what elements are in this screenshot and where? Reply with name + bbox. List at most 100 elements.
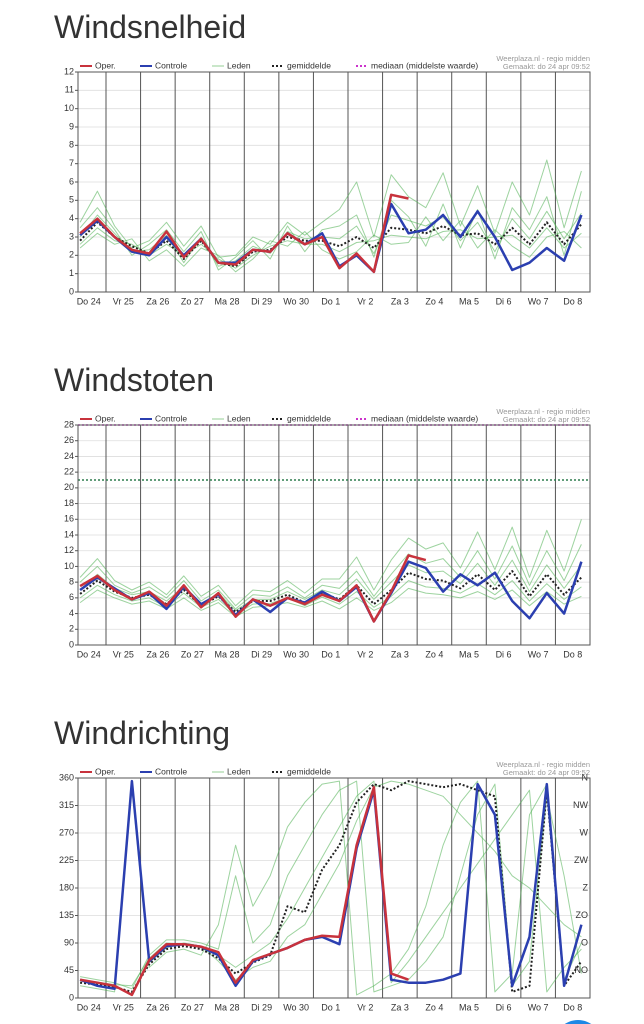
y-tick-label: 3 — [69, 231, 74, 241]
x-tick-label: Wo 7 — [528, 1002, 549, 1012]
legend-label: Oper. — [95, 766, 116, 776]
legend-label: Leden — [227, 60, 251, 70]
x-tick-label: Zo 4 — [425, 649, 443, 659]
y-tick-label: 10 — [64, 561, 74, 571]
x-tick-label: Zo 27 — [181, 296, 204, 306]
x-tick-label: Do 24 — [77, 296, 101, 306]
legend-label: gemiddelde — [287, 413, 331, 423]
x-tick-label: Di 29 — [251, 649, 272, 659]
y2-tick-label: ZW — [574, 855, 588, 865]
legend-label: Leden — [227, 413, 251, 423]
member-line — [79, 159, 582, 258]
credit: Weerplaza.nl - regio midden — [496, 407, 590, 416]
member-line — [80, 780, 582, 993]
y-tick-label: 0 — [69, 992, 74, 1002]
legend-label: mediaan (middelste waarde) — [371, 60, 478, 70]
chart: Windsnelheid Weerplaza.nl - regio middenG… — [54, 9, 591, 306]
y-tick-label: 26 — [64, 435, 74, 445]
y-tick-label: 9 — [69, 121, 74, 131]
credit: Weerplaza.nl - regio midden — [496, 760, 590, 769]
chart: Windstoten Weerplaza.nl - regio middenGem… — [54, 362, 591, 659]
y2-tick-label: O — [581, 937, 588, 947]
x-tick-label: Vr 2 — [357, 649, 373, 659]
x-tick-label: Wo 7 — [528, 649, 549, 659]
x-tick-label: Vr 2 — [357, 296, 373, 306]
lines — [79, 779, 583, 997]
legend-label: gemiddelde — [287, 766, 331, 776]
x-tick-label: Do 1 — [321, 296, 340, 306]
y-tick-label: 12 — [64, 66, 74, 76]
series-line — [79, 202, 583, 274]
y-tick-label: 10 — [64, 103, 74, 113]
chart: Windrichting Weerplaza.nl - regio middenG… — [54, 715, 591, 1012]
y-tick-label: 16 — [64, 514, 74, 524]
x-tick-label: Di 6 — [496, 296, 512, 306]
y2-tick-label: W — [580, 827, 589, 837]
y-tick-label: 8 — [69, 577, 74, 587]
member-line — [79, 210, 582, 267]
x-tick-label: Vr 25 — [113, 649, 134, 659]
legend-label: gemiddelde — [287, 60, 331, 70]
x-tick-label: Do 1 — [321, 1002, 340, 1012]
y-tick-label: 5 — [69, 195, 74, 205]
y-tick-label: 0 — [69, 286, 74, 296]
y-tick-label: 28 — [64, 419, 74, 429]
y-tick-label: 4 — [69, 213, 74, 223]
credit: Weerplaza.nl - regio midden — [496, 54, 590, 63]
y-tick-label: 135 — [59, 910, 74, 920]
y-tick-label: 0 — [69, 639, 74, 649]
member-line — [79, 544, 582, 610]
x-tick-label: Vr 25 — [113, 1002, 134, 1012]
x-tick-label: Ma 5 — [459, 1002, 479, 1012]
y2-tick-label: NO — [575, 965, 589, 975]
y-tick-label: 22 — [64, 467, 74, 477]
y-tick-label: 180 — [59, 882, 74, 892]
x-tick-label: Do 8 — [563, 296, 582, 306]
y-tick-label: 6 — [69, 592, 74, 602]
legend-label: mediaan (middelste waarde) — [371, 413, 478, 423]
x-tick-label: Wo 30 — [283, 649, 309, 659]
x-tick-label: Di 6 — [496, 1002, 512, 1012]
y-tick-label: 6 — [69, 176, 74, 186]
member-line — [80, 780, 582, 996]
x-tick-label: Do 8 — [563, 649, 582, 659]
y-tick-label: 4 — [69, 608, 74, 618]
legend-label: Oper. — [95, 60, 116, 70]
x-tick-label: Ma 28 — [214, 649, 239, 659]
legend-label: Controle — [155, 60, 187, 70]
x-tick-label: Di 29 — [251, 1002, 272, 1012]
lines — [79, 159, 583, 274]
lines — [79, 519, 583, 623]
series-line — [79, 554, 427, 623]
chart-title: Windrichting — [54, 715, 230, 751]
series-line — [79, 193, 409, 274]
y-tick-label: 360 — [59, 772, 74, 782]
member-line — [79, 519, 582, 607]
x-tick-label: Za 26 — [146, 649, 169, 659]
x-tick-label: Do 24 — [77, 649, 101, 659]
x-tick-label: Do 24 — [77, 1002, 101, 1012]
fab-button[interactable] — [554, 1020, 602, 1024]
y-tick-label: 14 — [64, 529, 74, 539]
y2-tick-label: NW — [573, 800, 588, 810]
y2-tick-label: N — [582, 772, 589, 782]
y-tick-label: 270 — [59, 827, 74, 837]
chart-title: Windsnelheid — [54, 9, 246, 45]
legend-label: Controle — [155, 413, 187, 423]
series-line — [79, 780, 583, 993]
y-tick-label: 11 — [65, 85, 74, 95]
y-tick-label: 24 — [64, 451, 74, 461]
x-tick-label: Vr 25 — [113, 296, 134, 306]
credit: Gemaakt: do 24 apr 09:52 — [503, 415, 590, 424]
credit: Gemaakt: do 24 apr 09:52 — [503, 62, 590, 71]
series-line — [79, 785, 409, 997]
legend-label: Leden — [227, 766, 251, 776]
y-tick-label: 45 — [64, 965, 74, 975]
x-tick-label: Zo 4 — [425, 1002, 443, 1012]
x-tick-label: Do 8 — [563, 1002, 582, 1012]
x-tick-label: Wo 7 — [528, 296, 549, 306]
x-tick-label: Ma 28 — [214, 296, 239, 306]
plot-border — [77, 777, 591, 999]
y2-tick-label: ZO — [576, 910, 589, 920]
